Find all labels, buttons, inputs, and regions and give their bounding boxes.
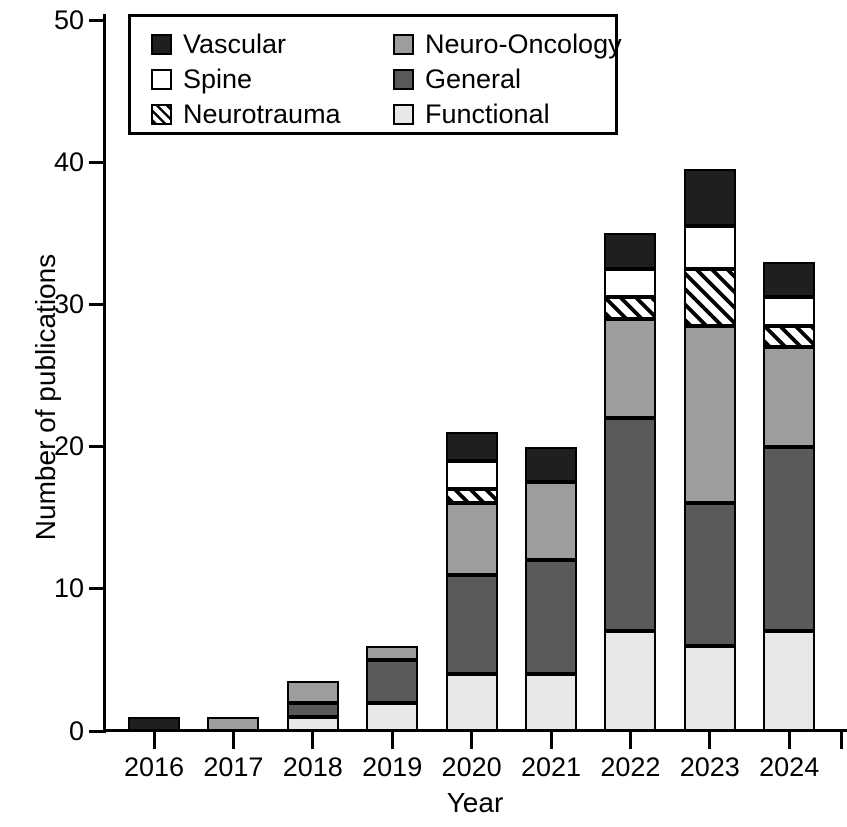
bar-2023-segment-neurotrauma <box>683 268 736 326</box>
bar-2024-segment-vascular <box>763 261 816 298</box>
x-tick-2020 <box>470 732 474 749</box>
bar-2017-segment-neuro-oncology <box>207 716 260 731</box>
y-tick-30 <box>89 302 103 306</box>
legend-swatch-spine-icon <box>151 68 172 90</box>
bar-2022-segment-general <box>604 418 657 632</box>
bar-2020-segment-vascular <box>445 432 498 461</box>
y-tick-10 <box>89 587 103 591</box>
bar-2022-segment-vascular <box>604 233 657 269</box>
y-tick-label-30: 30 <box>53 288 84 319</box>
bar-2024-segment-spine <box>763 297 816 326</box>
legend-label-functional: Functional <box>425 98 550 129</box>
x-tick-label-2020: 2020 <box>441 752 502 782</box>
bar-2024-segment-functional <box>763 631 816 731</box>
bar-2021-segment-vascular <box>525 446 577 483</box>
legend-item-neurotrauma: Neurotrauma <box>151 98 341 129</box>
bar-2024-segment-neurotrauma <box>763 325 816 348</box>
x-tick-label-2024: 2024 <box>759 752 820 782</box>
bar-2023-segment-vascular <box>683 169 736 227</box>
y-tick-label-10: 10 <box>53 573 84 604</box>
y-tick-20 <box>89 445 103 449</box>
bar-2024-segment-neuro-oncology <box>763 347 816 447</box>
x-tick-2016 <box>152 732 156 749</box>
x-tick-2023 <box>708 732 712 749</box>
legend-label-general: General <box>425 63 522 94</box>
x-tick-label-2019: 2019 <box>362 752 423 782</box>
x-tick-2021 <box>549 732 553 749</box>
legend-item-functional: Functional <box>393 98 550 129</box>
y-tick-0 <box>89 729 103 733</box>
bar-2016-segment-vascular <box>128 716 180 731</box>
x-tick-label-2022: 2022 <box>600 752 661 782</box>
bar-2023-segment-neuro-oncology <box>683 325 736 504</box>
bar-2020-segment-functional <box>445 674 498 731</box>
x-tick-2018 <box>311 732 315 749</box>
bar-2021-segment-general <box>525 560 577 675</box>
bar-2023-segment-spine <box>683 226 736 269</box>
legend-swatch-neurotrauma-icon <box>151 103 172 125</box>
legend-box: Vascular Spine Neurotrauma Neuro-Oncology Ge… <box>128 14 622 135</box>
legend-swatch-general-icon <box>393 68 414 90</box>
bar-2018-segment-neuro-oncology <box>286 681 339 703</box>
legend-swatch-neuro-oncology-icon <box>393 33 414 55</box>
bar-2021-segment-neuro-oncology <box>525 482 577 561</box>
bar-2020-segment-spine <box>445 460 498 490</box>
bar-2018-segment-functional <box>286 716 339 731</box>
y-tick-40 <box>89 160 103 164</box>
bar-2019-segment-general <box>366 659 419 703</box>
x-tick-label-2021: 2021 <box>520 752 582 782</box>
bar-2020-segment-general <box>445 574 498 675</box>
bar-2019-segment-functional <box>366 702 419 731</box>
bar-2023-segment-functional <box>683 645 736 731</box>
legend-label-neurotrauma: Neurotrauma <box>183 98 341 129</box>
x-tick-label-2018: 2018 <box>282 752 343 782</box>
legend-label-neuro-oncology: Neuro-Oncology <box>425 28 622 59</box>
x-tick-2022 <box>628 732 632 749</box>
y-tick-label-40: 40 <box>53 146 84 177</box>
bar-2020-segment-neuro-oncology <box>445 503 498 575</box>
legend-item-neuro-oncology: Neuro-Oncology <box>393 28 622 59</box>
bar-2022-segment-functional <box>604 631 657 731</box>
bar-2018-segment-general <box>286 702 339 717</box>
y-tick-label-50: 50 <box>53 4 84 35</box>
legend-label-vascular: Vascular <box>183 28 287 59</box>
bar-2020-segment-neurotrauma <box>445 489 498 504</box>
legend-label-spine: Spine <box>183 63 253 94</box>
x-tick-label-2016: 2016 <box>123 752 185 782</box>
bar-2019-segment-neuro-oncology <box>366 645 419 660</box>
bar-2022-segment-neuro-oncology <box>604 318 657 419</box>
x-axis-title: Year <box>446 787 504 818</box>
x-tick-2017 <box>231 732 235 749</box>
y-tick-50 <box>89 18 103 22</box>
x-tick-2019 <box>390 732 394 749</box>
legend-item-spine: Spine <box>151 63 253 94</box>
legend-swatch-vascular-icon <box>151 33 172 55</box>
bar-2021-segment-functional <box>525 674 577 731</box>
x-tick-label-2023: 2023 <box>679 752 740 782</box>
x-tick-2024 <box>787 732 791 749</box>
y-tick-label-20: 20 <box>53 431 84 462</box>
x-axis-end-tick <box>839 732 843 749</box>
legend-item-vascular: Vascular <box>151 28 287 59</box>
bar-2023-segment-general <box>683 503 736 646</box>
bar-2022-segment-neurotrauma <box>604 297 657 319</box>
legend-item-general: General <box>393 63 522 94</box>
bar-2024-segment-general <box>763 446 816 632</box>
x-tick-label-2017: 2017 <box>203 752 264 782</box>
legend-swatch-functional-icon <box>393 103 414 125</box>
bar-2022-segment-spine <box>604 268 657 298</box>
y-tick-label-0: 0 <box>68 715 84 746</box>
y-axis-line <box>103 14 106 733</box>
